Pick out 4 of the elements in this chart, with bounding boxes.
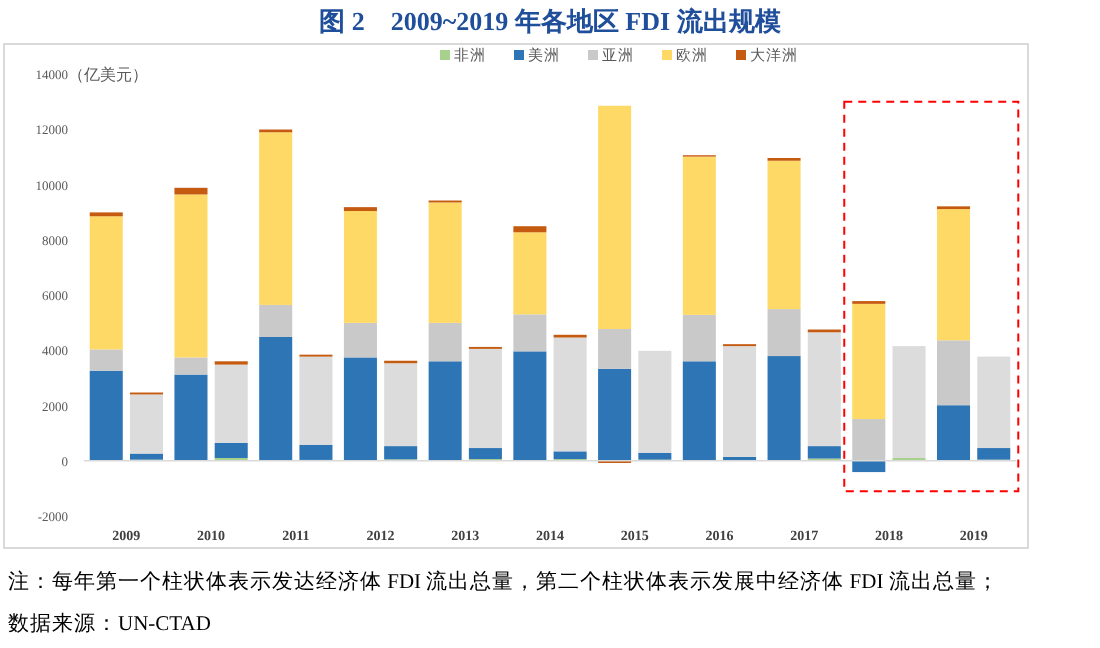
chart-title: 图 2 2009~2019 年各地区 FDI 流出规模 xyxy=(319,6,781,36)
y-axis-title: （亿美元） xyxy=(68,66,148,84)
source-note: 数据来源：UN-CTAD xyxy=(8,610,212,636)
text: 注：每年第一个柱状体表示发达经济体 FDI 流出总量，第二个柱状体表示发展中经济体 FDI 流出总量； xyxy=(8,568,999,594)
